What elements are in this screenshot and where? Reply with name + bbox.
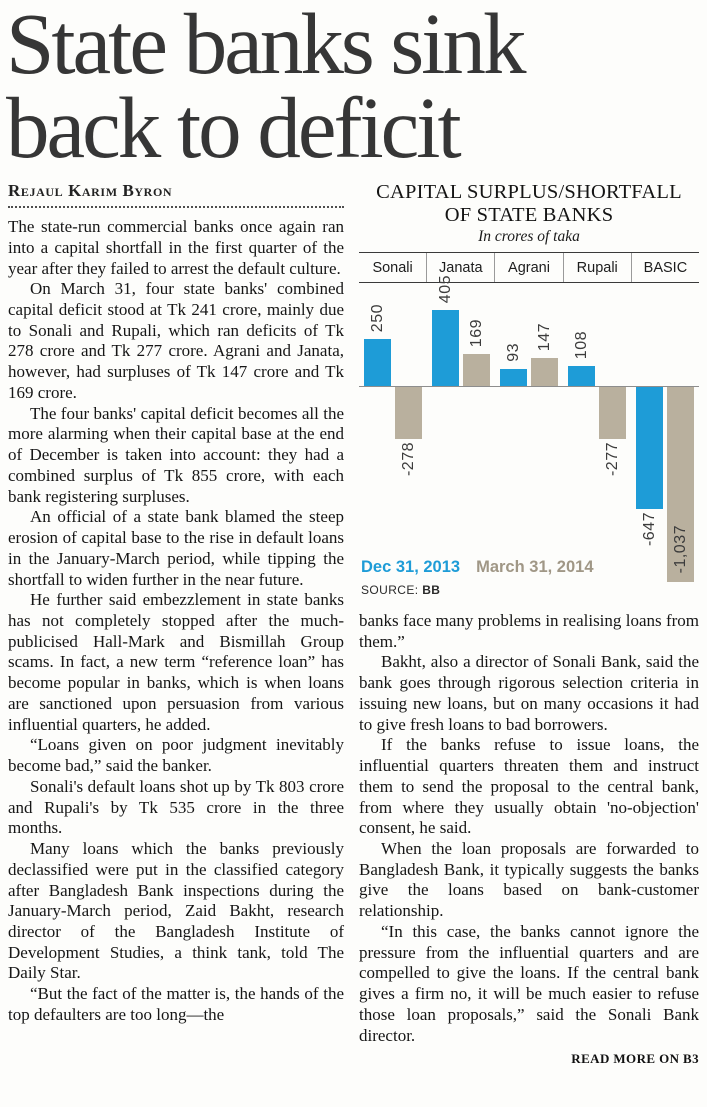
- headline-line-1: State banks sink: [6, 0, 526, 92]
- paragraph: An official of a state bank blamed the s…: [8, 507, 344, 589]
- paragraph: On March 31, four state banks' combined …: [8, 279, 344, 402]
- chart-plot: Dec 31, 2013 March 31, 2014 SOURCE: BB 25…: [359, 275, 699, 597]
- article-columns: Rejaul Karim Byron The state-run commerc…: [0, 181, 707, 1067]
- paragraph: Bakht, also a director of Sonali Bank, s…: [359, 652, 699, 734]
- bar-agrani-series-2: [531, 357, 558, 386]
- chart-source-value: BB: [422, 582, 441, 597]
- bar-value-label: 250: [368, 303, 386, 332]
- bar-value-label: -278: [399, 441, 417, 476]
- bar-value-label: 108: [572, 330, 590, 359]
- chart-column-header-rupali: Rupali: [562, 252, 631, 282]
- paragraph: If the banks refuse to issue loans, the …: [359, 735, 699, 838]
- paragraph: Sonali's default loans shot up by Tk 803…: [8, 776, 344, 838]
- bar-agrani-series-1: [500, 368, 527, 386]
- chart-zero-line: [359, 385, 699, 387]
- headline-line-2: back to deficit: [6, 78, 462, 176]
- left-column: Rejaul Karim Byron The state-run commerc…: [8, 181, 344, 1067]
- bar-janata-series-1: [432, 309, 459, 386]
- bar-value-label: 405: [436, 274, 454, 303]
- paragraph: He further said embezzlement in state ba…: [8, 590, 344, 734]
- bar-value-label: 169: [467, 318, 485, 347]
- read-more-note: READ MORE ON B3: [571, 1051, 699, 1067]
- paragraph: The state-run commercial banks once agai…: [8, 217, 344, 278]
- bar-rupali-series-2: [599, 386, 626, 439]
- chart-column-header-janata: Janata: [426, 252, 494, 282]
- chart-title-line-2: OF STATE BANKS: [444, 203, 614, 226]
- paragraph: “In this case, the banks cannot ignore t…: [359, 921, 699, 1045]
- chart-column-header-agrani: Agrani: [494, 252, 562, 282]
- bar-janata-series-2: [463, 353, 490, 386]
- chart-title-line-1: CAPITAL SURPLUS/SHORTFALL: [376, 181, 682, 204]
- byline-rule: [8, 206, 344, 209]
- paragraph: “But the fact of the matter is, the hand…: [8, 984, 344, 1024]
- bar-sonali-series-1: [364, 338, 391, 386]
- chart-source: SOURCE: BB: [361, 583, 440, 597]
- bar-value-label: 147: [535, 322, 553, 351]
- paragraph: banks face many problems in realising lo…: [359, 610, 699, 651]
- paragraph: “Loans given on poor judgment inevitably…: [8, 735, 344, 776]
- chart-column-headers: Sonali Janata Agrani Rupali BASIC: [359, 251, 699, 283]
- chart: CAPITAL SURPLUS/SHORTFALL OF STATE BANKS…: [359, 181, 699, 597]
- bar-rupali-series-1: [568, 365, 595, 386]
- bar-basic-series-2: [667, 386, 694, 582]
- paragraph: The four banks' capital deficit becomes …: [8, 403, 344, 506]
- article-body-left: The state-run commercial banks once agai…: [8, 217, 344, 1026]
- chart-legend: Dec 31, 2013 March 31, 2014: [361, 558, 594, 577]
- chart-column-header-sonali: Sonali: [372, 259, 413, 276]
- headline: State banks sink back to deficit: [0, 0, 707, 176]
- bar-sonali-series-2: [395, 386, 422, 439]
- bar-basic-series-1: [636, 386, 663, 509]
- chart-title: CAPITAL SURPLUS/SHORTFALL OF STATE BANKS: [359, 181, 699, 227]
- right-column: CAPITAL SURPLUS/SHORTFALL OF STATE BANKS…: [359, 181, 699, 1067]
- bar-value-label: -277: [603, 441, 621, 476]
- paragraph: When the loan proposals are forwarded to…: [359, 839, 699, 921]
- paragraph: Many loans which the banks previously de…: [8, 839, 344, 983]
- legend-item-2: March 31, 2014: [476, 557, 594, 576]
- bar-value-label: -1,037: [671, 524, 689, 573]
- byline: Rejaul Karim Byron: [8, 181, 173, 201]
- legend-item-1: Dec 31, 2013: [361, 557, 461, 576]
- chart-column-header-basic: BASIC: [630, 252, 699, 282]
- chart-source-label: SOURCE:: [361, 582, 419, 597]
- article-body-right: banks face many problems in realising lo…: [359, 611, 699, 1046]
- chart-subtitle: In crores of taka: [478, 227, 580, 245]
